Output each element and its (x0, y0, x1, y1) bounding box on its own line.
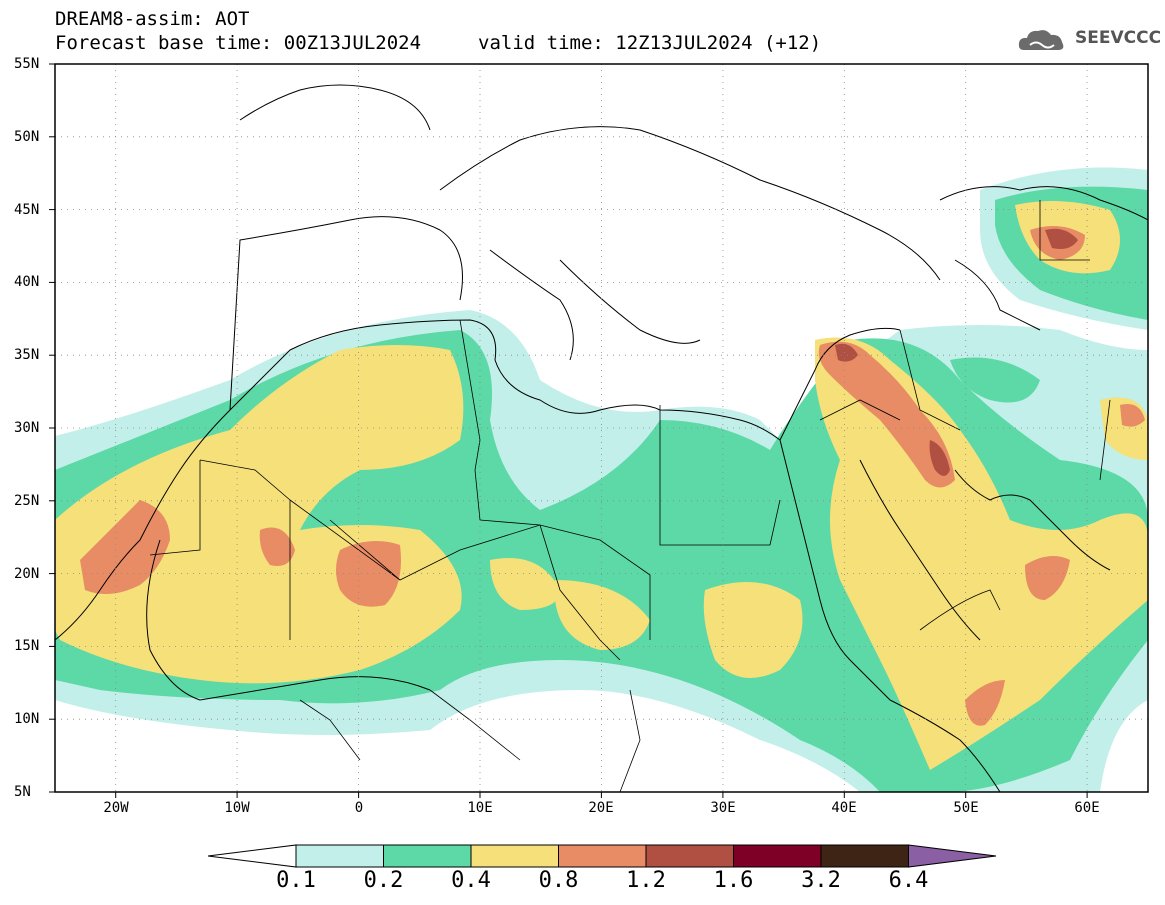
lat-label: 45N (14, 202, 40, 218)
colorbar-bin-2 (383, 844, 472, 868)
aot-level-0.8 (80, 226, 1145, 726)
lon-label: 50E (953, 800, 979, 816)
cloud-icon (1018, 30, 1064, 50)
colorbar-bin-6 (733, 844, 822, 868)
colorbar-bin-4 (558, 844, 647, 868)
lat-label: 40N (14, 274, 40, 290)
colorbar-bin-7 (820, 844, 909, 868)
lat-label: 25N (14, 493, 40, 509)
lon-label: 40E (831, 800, 857, 816)
colorbar-label: 1.6 (713, 868, 754, 893)
colorbar-label: 0.1 (276, 868, 316, 893)
lat-label: 20N (14, 566, 40, 582)
lon-label: 60E (1074, 800, 1100, 816)
colorbar-upper-arrow (908, 844, 997, 868)
lon-label: 20W (103, 800, 129, 816)
colorbar-label: 3.2 (801, 868, 841, 893)
colorbar-label: 0.8 (538, 868, 579, 893)
lat-label: 55N (14, 56, 40, 72)
colorbar-bin-1 (295, 844, 384, 868)
colorbar-label: 0.2 (363, 868, 404, 893)
lat-label: 30N (14, 420, 40, 436)
lon-label: 30E (710, 800, 736, 816)
aot-fields (55, 84, 1148, 792)
lon-label: 0 (354, 800, 364, 816)
lat-label: 5N (14, 784, 31, 800)
colorbar-lower-arrow (207, 844, 297, 868)
colorbar-label: 1.2 (626, 868, 666, 893)
colorbar-label: 6.4 (888, 868, 929, 893)
lat-label: 35N (14, 347, 40, 363)
forecast-base-time: Forecast base time: 00Z13JUL2024 (55, 32, 422, 54)
colorbar (207, 844, 997, 868)
colorbar-bin-5 (645, 844, 734, 868)
colorbar-label: 0.4 (451, 868, 491, 893)
tick-marks (49, 63, 1088, 798)
aot-level-1.2 (835, 228, 1078, 476)
graticule (55, 64, 1148, 792)
lon-label: 20E (588, 800, 614, 816)
logo-text: SEEVCCC (1075, 28, 1162, 48)
country-borders (149, 200, 1111, 792)
lat-label: 50N (14, 129, 40, 145)
lat-label: 15N (14, 638, 40, 654)
coastlines (55, 84, 1148, 792)
colorbar-bin-3 (470, 844, 559, 868)
lat-label: 10N (14, 711, 40, 727)
valid-time: valid time: 12Z13JUL2024 (+12) (478, 32, 822, 54)
map-title: DREAM8-assim: AOT (55, 8, 250, 30)
lon-label: 10W (224, 800, 250, 816)
lon-label: 10E (467, 800, 493, 816)
